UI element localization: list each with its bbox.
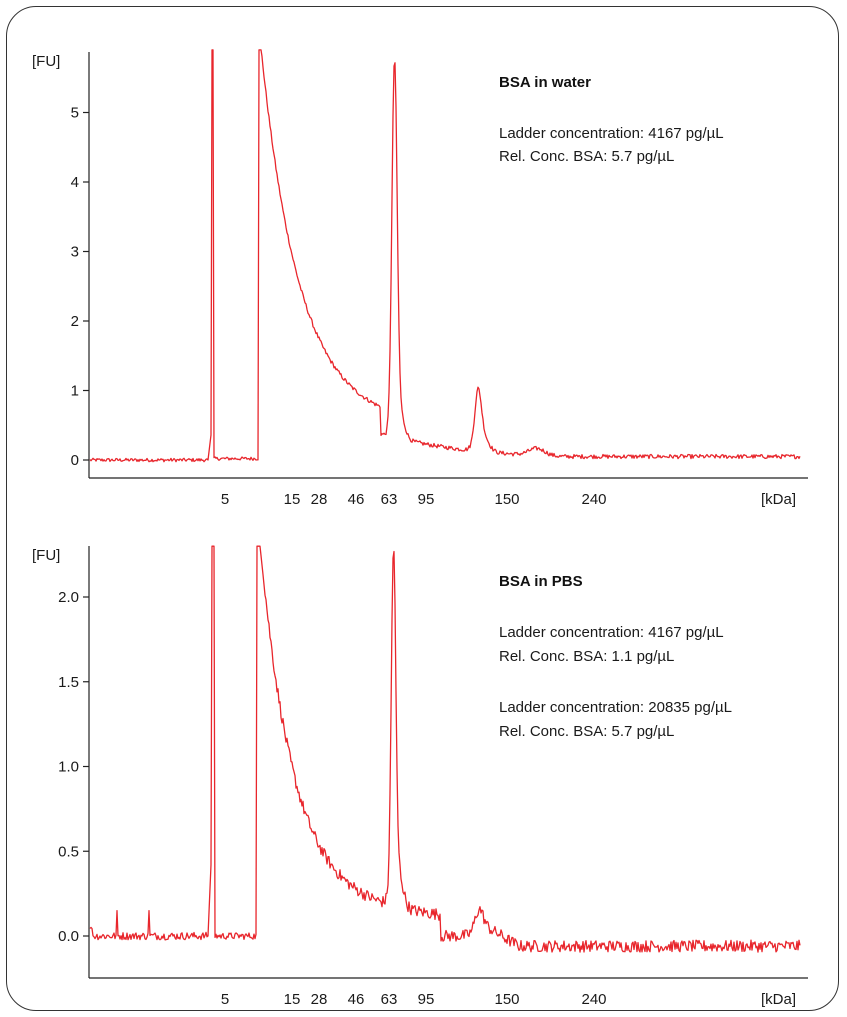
x-tick-label: 63 bbox=[381, 491, 398, 508]
x-tick-label: 15 bbox=[284, 991, 301, 1008]
annotation-line: Ladder concentration: 20835 pg/µL bbox=[499, 699, 732, 716]
y-tick-label: 1.5 bbox=[58, 674, 79, 691]
x-tick-label: 63 bbox=[381, 991, 398, 1008]
x-tick-label: 15 bbox=[284, 491, 301, 508]
y-unit-label: [FU] bbox=[32, 547, 60, 564]
y-tick-label: 1 bbox=[71, 383, 79, 400]
y-tick-label: 2.0 bbox=[58, 589, 79, 606]
x-tick-label: 5 bbox=[221, 491, 229, 508]
annotation-line: Ladder concentration: 4167 pg/µL bbox=[499, 125, 724, 142]
x-tick-label: 240 bbox=[581, 991, 606, 1008]
x-tick-label: 150 bbox=[494, 491, 519, 508]
figure-frame bbox=[6, 6, 839, 1011]
y-tick-label: 0.5 bbox=[58, 843, 79, 860]
annotation-line: Rel. Conc. BSA: 1.1 pg/µL bbox=[499, 648, 674, 665]
annotation-line: Ladder concentration: 4167 pg/µL bbox=[499, 624, 724, 641]
y-tick-label: 0.0 bbox=[58, 928, 79, 945]
x-unit-label: [kDa] bbox=[761, 491, 796, 508]
y-tick-label: 4 bbox=[71, 174, 79, 191]
x-tick-label: 46 bbox=[348, 991, 365, 1008]
y-tick-label: 1.0 bbox=[58, 759, 79, 776]
x-tick-label: 240 bbox=[581, 491, 606, 508]
chart-title: BSA in PBS bbox=[499, 573, 583, 590]
x-tick-label: 46 bbox=[348, 491, 365, 508]
y-tick-group: 0 1 2 3 4 5 bbox=[71, 105, 89, 469]
panel-bsa-in-water: 0 1 2 3 4 5 5 15 28 46 63 95 150 240 [FU] [kDa] BSA … bbox=[32, 49, 808, 508]
x-tick-label: 28 bbox=[311, 491, 328, 508]
series-line bbox=[89, 49, 801, 463]
y-tick-group: 0.0 0.5 1.0 1.5 2.0 bbox=[58, 589, 89, 945]
chart-title: BSA in water bbox=[499, 74, 591, 91]
panel-bsa-in-pbs: 0.0 0.5 1.0 1.5 2.0 5 15 28 46 63 95 150 240 [FU] [… bbox=[32, 545, 808, 1008]
x-tick-label: 28 bbox=[311, 991, 328, 1008]
y-tick-label: 0 bbox=[71, 452, 79, 469]
series-line bbox=[89, 545, 801, 953]
x-tick-label: 5 bbox=[221, 991, 229, 1008]
y-unit-label: [FU] bbox=[32, 53, 60, 70]
y-tick-label: 5 bbox=[71, 105, 79, 122]
x-tick-label: 95 bbox=[418, 491, 435, 508]
x-unit-label: [kDa] bbox=[761, 991, 796, 1008]
y-tick-label: 3 bbox=[71, 244, 79, 261]
x-tick-label: 95 bbox=[418, 991, 435, 1008]
x-tick-label: 150 bbox=[494, 991, 519, 1008]
annotation-line: Rel. Conc. BSA: 5.7 pg/µL bbox=[499, 723, 674, 740]
y-tick-label: 2 bbox=[71, 313, 79, 330]
annotation-line: Rel. Conc. BSA: 5.7 pg/µL bbox=[499, 148, 674, 165]
x-tick-group: 5 15 28 46 63 95 150 240 bbox=[221, 491, 607, 508]
x-tick-group: 5 15 28 46 63 95 150 240 bbox=[221, 991, 607, 1008]
